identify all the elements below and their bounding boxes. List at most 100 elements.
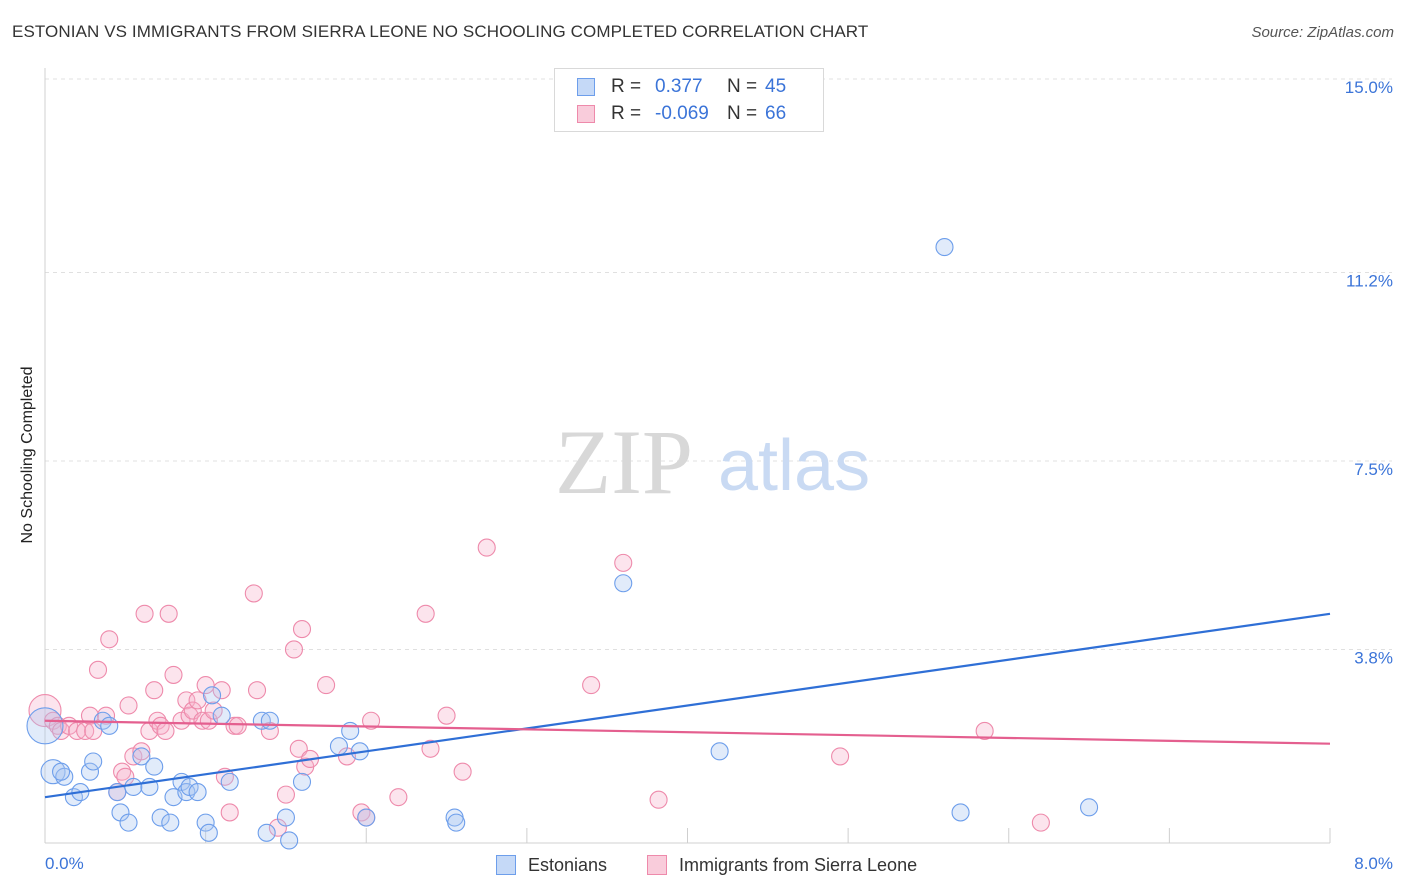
point-estonians: [614, 574, 633, 593]
point-sierra-leone: [317, 676, 336, 695]
point-estonians: [188, 783, 207, 802]
point-estonians: [55, 767, 74, 786]
point-estonians: [100, 716, 119, 735]
point-sierra-leone: [228, 716, 247, 735]
point-sierra-leone: [159, 604, 178, 623]
point-sierra-leone: [453, 762, 472, 781]
point-sierra-leone: [389, 788, 408, 807]
y-tick-label: 15.0%: [1345, 78, 1393, 97]
point-estonians: [52, 762, 71, 781]
point-sierra-leone: [421, 739, 440, 758]
point-sierra-leone: [220, 803, 239, 822]
point-estonians: [212, 706, 231, 725]
point-sierra-leone: [96, 706, 116, 725]
point-sierra-leone: [113, 762, 132, 781]
point-sierra-leone: [145, 681, 164, 700]
point-sierra-leone: [289, 739, 308, 758]
point-estonians: [119, 813, 138, 832]
point-sierra-leone: [831, 747, 850, 766]
point-sierra-leone: [196, 676, 215, 695]
bottom-legend-swatch-sierra-leone: [647, 855, 667, 875]
point-sierra-leone: [352, 803, 371, 822]
point-estonians: [935, 238, 954, 257]
point-estonians: [161, 813, 180, 832]
y-tick-label: 11.2%: [1346, 272, 1393, 291]
legend-n-value: 45: [765, 76, 787, 97]
point-sierra-leone: [437, 706, 456, 725]
legend-n-label: N =: [727, 103, 758, 124]
tick-label-layer: 3.8% 7.5% 11.2% 15.0% 0.0% 8.0%: [45, 78, 1393, 873]
point-estonians: [357, 808, 376, 827]
point-estonians: [260, 711, 279, 730]
point-sierra-leone: [292, 620, 312, 639]
stats-legend: R = 0.377 N = 45 R = -0.069 N = 66: [554, 68, 824, 132]
point-sierra-leone: [193, 711, 212, 730]
point-sierra-leone: [88, 660, 108, 679]
point-sierra-leone: [100, 630, 119, 649]
x-tick-label: 0.0%: [45, 854, 84, 873]
point-estonians: [257, 823, 276, 842]
point-sierra-leone: [1031, 813, 1050, 832]
point-sierra-leone: [135, 604, 154, 623]
point-sierra-leone: [362, 711, 381, 730]
point-sierra-leone: [151, 716, 170, 735]
trend-line-sierra-leone: [44, 719, 1331, 745]
point-sierra-leone: [119, 696, 138, 715]
point-estonians: [145, 757, 164, 776]
watermark-zip: ZIP: [555, 411, 693, 513]
y-tick-label: 7.5%: [1354, 460, 1393, 479]
grid-layer: [45, 78, 1392, 650]
point-sierra-leone: [276, 785, 295, 804]
point-estonians: [199, 823, 218, 842]
point-sierra-leone: [416, 604, 435, 623]
legend-r-label: R =: [611, 76, 642, 97]
legend-n-label: N =: [727, 76, 758, 97]
point-estonians: [220, 772, 239, 791]
point-sierra-leone: [582, 676, 601, 695]
chart-title: ESTONIAN VS IMMIGRANTS FROM SIERRA LEONE…: [12, 22, 869, 41]
point-sierra-leone: [614, 553, 633, 572]
bottom-legend-swatch-estonians: [496, 855, 516, 875]
point-estonians: [276, 808, 295, 827]
point-estonians: [132, 747, 151, 766]
point-sierra-leone: [284, 640, 304, 659]
y-axis-label: No Schooling Completed: [19, 366, 36, 544]
point-sierra-leone: [188, 691, 207, 710]
point-sierra-leone: [212, 681, 231, 700]
trend-layer: [44, 612, 1331, 799]
point-estonians: [329, 737, 348, 756]
point-estonians: [151, 808, 170, 827]
watermark-atlas: atlas: [718, 426, 870, 506]
legend-n-value: 66: [765, 103, 787, 124]
legend-r-label: R =: [611, 103, 642, 124]
point-estonians: [710, 742, 729, 761]
point-estonians: [124, 777, 143, 797]
x-tick-label: 8.0%: [1354, 854, 1393, 873]
point-estonians: [84, 752, 103, 771]
point-sierra-leone: [477, 538, 496, 557]
point-estonians: [341, 721, 360, 740]
bottom-legend-label-estonians: Estonians: [528, 854, 608, 875]
points-layer: [26, 238, 1099, 850]
point-estonians: [80, 762, 100, 781]
legend-row-estonians: R = 0.377 N = 45: [577, 74, 786, 100]
point-estonians: [292, 772, 312, 791]
point-estonians: [196, 813, 215, 832]
point-estonians: [280, 831, 299, 850]
point-sierra-leone: [247, 681, 267, 700]
point-sierra-leone: [975, 721, 994, 740]
point-estonians: [1080, 798, 1099, 817]
legend-swatch-estonians: [577, 78, 595, 96]
legend-r-value: -0.069: [655, 103, 709, 124]
legend-row-sierra-leone: R = -0.069 N = 66: [577, 101, 786, 127]
bottom-legend-label-sierra-leone: Immigrants from Sierra Leone: [679, 854, 918, 875]
point-sierra-leone: [244, 584, 263, 603]
point-estonians: [951, 803, 970, 822]
y-tick-label: 3.8%: [1354, 648, 1393, 667]
point-sierra-leone: [132, 742, 151, 761]
point-sierra-leone: [649, 790, 668, 809]
legend-r-value: 0.377: [655, 76, 703, 97]
bottom-legend-estonians: Estonians: [496, 853, 607, 877]
point-estonians: [447, 813, 466, 832]
